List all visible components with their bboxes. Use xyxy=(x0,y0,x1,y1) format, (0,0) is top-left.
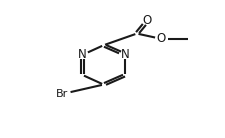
Text: Br: Br xyxy=(55,89,67,99)
Text: O: O xyxy=(156,32,165,45)
Text: N: N xyxy=(78,48,87,61)
Text: O: O xyxy=(142,14,151,27)
Text: N: N xyxy=(121,48,129,61)
